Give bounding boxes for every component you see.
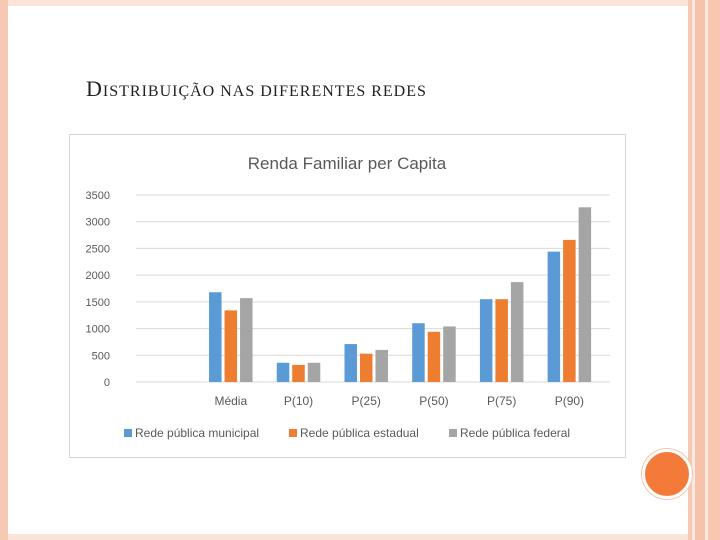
bar <box>479 299 493 382</box>
legend-swatch <box>449 429 457 437</box>
decor-stripe <box>688 0 692 540</box>
bar <box>224 310 238 382</box>
slide-title-initial: D <box>86 76 103 101</box>
slide-title: DISTRIBUIÇÃO NAS DIFERENTES REDES <box>86 76 427 102</box>
slide-border-left <box>0 0 8 540</box>
x-tick-label: P(75) <box>487 394 516 408</box>
bar <box>344 344 357 382</box>
x-tick-label: P(10) <box>284 394 313 408</box>
slide-border-top <box>8 0 688 6</box>
bar <box>563 239 576 382</box>
x-tick-label: Média <box>214 394 247 408</box>
bar <box>510 282 524 382</box>
bar <box>547 251 561 382</box>
bar <box>292 364 305 382</box>
bar <box>209 292 222 382</box>
bar <box>276 362 290 382</box>
legend-label: Rede pública estadual <box>300 426 419 440</box>
bar-chart: Renda Familiar per Capita 0 500 1000 1500 20… <box>86 154 610 440</box>
y-tick-label: 0 <box>104 377 110 389</box>
bar <box>359 353 373 382</box>
legend-label: Rede pública federal <box>460 426 570 440</box>
x-tick-label: P(50) <box>419 394 448 408</box>
decor-stripe <box>708 0 720 540</box>
y-tick-label: 3000 <box>86 217 110 229</box>
y-tick-label: 1000 <box>86 324 110 336</box>
bar <box>427 331 441 382</box>
decor-circle <box>642 449 692 499</box>
legend-swatch <box>124 429 132 437</box>
slide-border-bottom <box>8 534 688 540</box>
y-tick-label: 1500 <box>86 297 110 309</box>
slide-title-rest: ISTRIBUIÇÃO NAS DIFERENTES REDES <box>102 83 427 100</box>
decor-stripe <box>695 0 705 540</box>
legend-swatch <box>289 429 297 437</box>
bar <box>495 299 508 382</box>
bar <box>412 323 425 382</box>
x-tick-label: P(90) <box>555 394 584 408</box>
chart-title: Renda Familiar per Capita <box>248 154 447 173</box>
y-tick-label: 500 <box>92 350 110 362</box>
bar <box>375 349 388 382</box>
bar <box>307 362 321 382</box>
y-tick-label: 2000 <box>86 270 110 282</box>
legend-label: Rede pública municipal <box>135 426 259 440</box>
bar <box>578 207 592 382</box>
chart-container: Renda Familiar per Capita 0 500 1000 1500 20… <box>69 134 626 458</box>
decor-stripe <box>705 0 708 540</box>
decor-stripe <box>692 0 695 540</box>
bar <box>240 298 253 382</box>
bar <box>443 326 456 382</box>
y-tick-label: 2500 <box>86 243 110 255</box>
x-tick-label: P(25) <box>352 394 381 408</box>
y-tick-label: 3500 <box>86 190 110 202</box>
